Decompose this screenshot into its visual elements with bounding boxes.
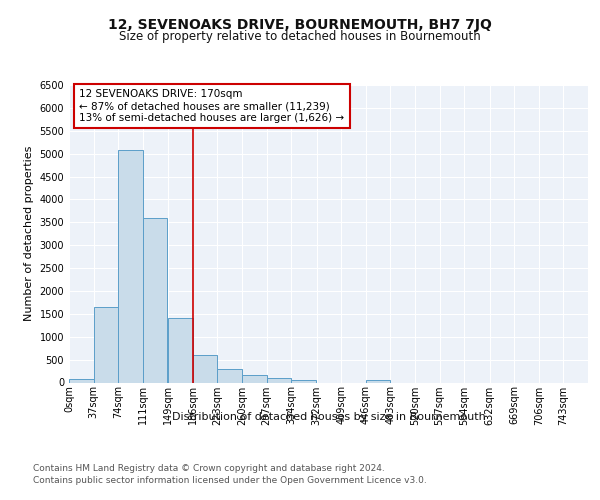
Bar xyxy=(193,355,217,382)
Bar xyxy=(118,150,143,382)
Bar xyxy=(69,379,94,382)
Bar xyxy=(291,380,316,382)
Text: Size of property relative to detached houses in Bournemouth: Size of property relative to detached ho… xyxy=(119,30,481,43)
Text: 12 SEVENOAKS DRIVE: 170sqm
← 87% of detached houses are smaller (11,239)
13% of : 12 SEVENOAKS DRIVE: 170sqm ← 87% of deta… xyxy=(79,90,344,122)
Text: Contains HM Land Registry data © Crown copyright and database right 2024.: Contains HM Land Registry data © Crown c… xyxy=(33,464,385,473)
Bar xyxy=(217,369,242,382)
Text: Distribution of detached houses by size in Bournemouth: Distribution of detached houses by size … xyxy=(172,412,485,422)
Bar xyxy=(266,378,291,382)
Text: Contains public sector information licensed under the Open Government Licence v3: Contains public sector information licen… xyxy=(33,476,427,485)
Y-axis label: Number of detached properties: Number of detached properties xyxy=(24,146,34,322)
Bar xyxy=(242,376,266,382)
Bar xyxy=(143,218,167,382)
Bar xyxy=(168,318,193,382)
Bar xyxy=(94,308,118,382)
Text: 12, SEVENOAKS DRIVE, BOURNEMOUTH, BH7 7JQ: 12, SEVENOAKS DRIVE, BOURNEMOUTH, BH7 7J… xyxy=(108,18,492,32)
Bar xyxy=(366,380,391,382)
